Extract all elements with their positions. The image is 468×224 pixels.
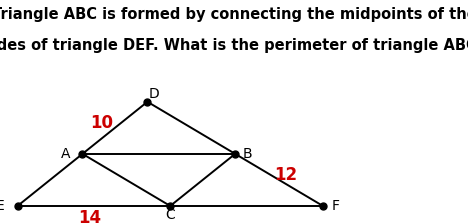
Text: 14: 14 (78, 209, 101, 224)
Text: B: B (242, 147, 252, 161)
Text: 10: 10 (90, 114, 113, 132)
Text: Triangle ABC is formed by connecting the midpoints of the: Triangle ABC is formed by connecting the… (0, 7, 468, 22)
Text: A: A (61, 147, 70, 161)
Text: D: D (148, 87, 159, 101)
Text: C: C (165, 208, 175, 222)
Text: E: E (0, 199, 4, 213)
Text: F: F (331, 199, 339, 213)
Text: sides of triangle DEF. What is the perimeter of triangle ABC?: sides of triangle DEF. What is the perim… (0, 38, 468, 53)
Text: 12: 12 (275, 166, 298, 184)
